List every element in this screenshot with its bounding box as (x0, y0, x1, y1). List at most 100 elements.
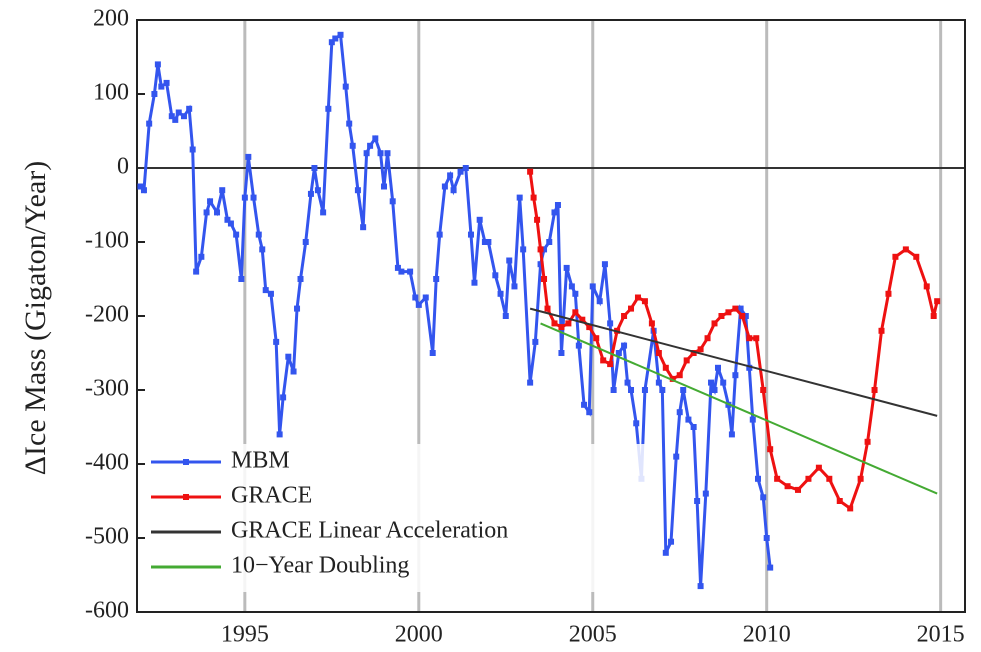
y-tick-label: -300 (85, 376, 129, 402)
series-marker (429, 350, 436, 356)
series-marker (767, 564, 774, 571)
series-marker (685, 416, 692, 423)
series-marker (541, 246, 548, 253)
series-marker (516, 194, 523, 201)
series-marker (805, 475, 812, 482)
series-marker (457, 168, 464, 175)
series-marker (690, 350, 697, 356)
series-marker (325, 105, 332, 112)
series-marker (708, 379, 715, 386)
series-marker (384, 150, 391, 157)
series-marker (233, 231, 240, 238)
series-marker (462, 165, 469, 171)
series-marker (527, 168, 534, 175)
y-tick-label: 100 (93, 80, 129, 106)
series-marker (690, 424, 697, 430)
series-marker (857, 475, 864, 482)
series-marker (280, 394, 287, 401)
series-marker (697, 583, 704, 590)
series-marker (621, 313, 628, 319)
series-marker (544, 305, 551, 312)
series-line (529, 307, 938, 417)
series-marker (422, 294, 429, 301)
series-marker (575, 342, 582, 349)
series-line (139, 32, 772, 587)
series-marker (641, 298, 648, 305)
series-marker (349, 142, 356, 149)
series-marker (871, 387, 878, 393)
series-marker (774, 475, 781, 482)
y-tick-label: 200 (93, 6, 129, 32)
series-marker (154, 61, 161, 68)
series-marker (662, 549, 669, 556)
series-marker (363, 150, 370, 157)
series-marker (934, 298, 941, 305)
series-marker (607, 320, 614, 327)
series-marker (913, 253, 920, 260)
series-marker (551, 209, 558, 216)
series-marker (527, 379, 534, 386)
series-marker (885, 290, 892, 297)
series-marker (346, 120, 353, 127)
series-marker (492, 272, 499, 279)
series-marker (732, 372, 739, 379)
series-marker (864, 438, 871, 445)
series-marker (186, 105, 193, 112)
series-marker (749, 416, 756, 423)
series-marker (377, 150, 384, 157)
series-marker (276, 431, 283, 438)
series-marker (520, 246, 527, 253)
series-marker (581, 401, 588, 408)
series-marker (140, 187, 147, 194)
x-tick-label: 1995 (221, 622, 269, 648)
series-marker (342, 83, 349, 90)
series-marker (624, 379, 631, 386)
series-marker (763, 535, 770, 541)
series-marker (680, 387, 687, 393)
series-marker (151, 91, 158, 97)
series-marker (227, 220, 234, 227)
series-marker (720, 379, 727, 386)
series-marker (628, 305, 635, 312)
series-marker (572, 309, 579, 316)
series-marker (633, 420, 640, 427)
series-marker (241, 194, 248, 201)
series-marker (760, 494, 767, 501)
series-marker (534, 216, 541, 223)
series-marker (655, 350, 662, 356)
series-marker (739, 313, 746, 319)
series-marker (307, 190, 314, 197)
series-marker (255, 231, 262, 238)
series-marker (579, 316, 586, 323)
series-marker (546, 239, 553, 245)
series-marker (398, 268, 405, 275)
series-marker (753, 335, 760, 342)
series-marker (725, 309, 732, 316)
series-marker (436, 231, 443, 238)
series-marker (568, 283, 575, 290)
series-marker (219, 187, 226, 194)
series-marker (655, 379, 662, 386)
series-marker (742, 313, 749, 319)
series-marker (676, 372, 683, 379)
series-marker (714, 364, 721, 371)
series-marker (250, 194, 257, 201)
y-tick-label: -200 (85, 302, 129, 328)
x-tick-label: 2010 (743, 622, 791, 648)
series-marker (360, 224, 367, 231)
series-marker (923, 283, 930, 290)
series-marker (760, 387, 767, 393)
series-marker (332, 35, 339, 42)
legend-marker (183, 494, 189, 500)
series-marker (572, 290, 579, 297)
legend-box (145, 444, 645, 592)
series-marker (172, 116, 179, 123)
series-marker (511, 283, 518, 290)
legend-label: GRACE Linear Acceleration (231, 518, 508, 544)
series-marker (354, 187, 361, 194)
series-marker (563, 264, 570, 271)
series-marker (203, 209, 210, 216)
series-marker (551, 320, 558, 327)
series-marker (481, 239, 488, 245)
